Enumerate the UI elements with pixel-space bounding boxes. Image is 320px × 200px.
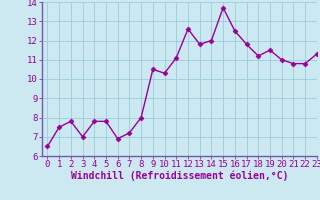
X-axis label: Windchill (Refroidissement éolien,°C): Windchill (Refroidissement éolien,°C): [70, 171, 288, 181]
